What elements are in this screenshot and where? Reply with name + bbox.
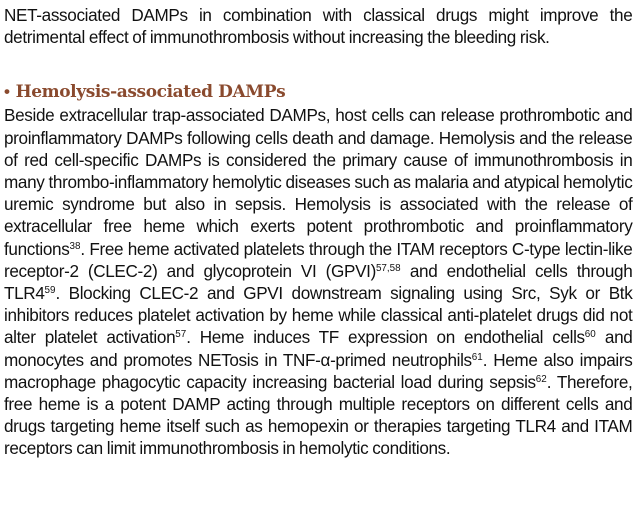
- body-text-segment: Beside extracellular trap-associated DAM…: [4, 105, 633, 259]
- body-text-segment: and endothelial cells through TLR4: [4, 260, 633, 304]
- citation-ref: 38: [69, 240, 81, 252]
- body-text-segment: and monocytes and promotes NETosis in TN…: [4, 327, 633, 370]
- body-text-segment: . Heme induces TF expression on endothel…: [186, 327, 585, 348]
- citation-ref: 57: [175, 329, 187, 341]
- bullet-icon: •: [4, 82, 10, 102]
- body-text-segment: . Free heme activated platelets through …: [4, 238, 633, 281]
- citation-ref: 60: [584, 329, 596, 341]
- citation-ref: 59: [44, 285, 56, 297]
- section-heading-text: Hemolysis-associated DAMPs: [15, 82, 286, 103]
- body-text-segment: . Therefore, free heme is a potent DAMP …: [4, 371, 633, 459]
- citation-ref: 57,58: [375, 262, 401, 274]
- intro-paragraph: NET-associated DAMPs in combination with…: [4, 5, 633, 48]
- document-page: NET-associated DAMPs in combination with…: [4, 0, 633, 460]
- citation-ref: 62: [535, 373, 547, 385]
- body-text-segment: . Blocking CLEC-2 and GPVI downstream si…: [4, 283, 633, 348]
- body-paragraph: Beside extracellular trap-associated DAM…: [4, 104, 633, 459]
- body-text-segment: . Heme also impairs macrophage phagocyti…: [4, 349, 633, 392]
- section-heading: • Hemolysis-associated DAMPs: [4, 81, 633, 103]
- citation-ref: 61: [471, 351, 483, 363]
